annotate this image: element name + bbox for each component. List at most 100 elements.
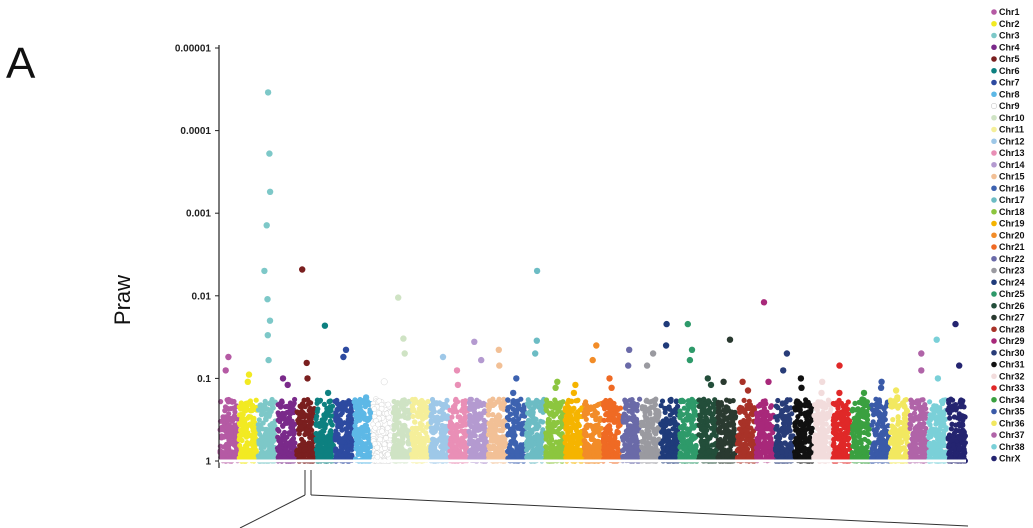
data-point <box>413 425 419 431</box>
data-point <box>290 425 296 431</box>
data-point <box>582 433 588 439</box>
data-point <box>743 442 749 448</box>
data-point <box>384 425 391 432</box>
data-point <box>700 441 706 447</box>
data-point <box>629 454 635 460</box>
data-point <box>473 450 479 456</box>
data-point <box>439 353 447 361</box>
data-point <box>651 436 657 442</box>
data-point <box>400 404 406 410</box>
data-point <box>462 451 468 457</box>
data-point <box>284 403 290 409</box>
data-point <box>400 413 407 419</box>
data-point <box>247 398 253 404</box>
data-point <box>453 426 459 432</box>
data-point <box>222 367 229 374</box>
data-point <box>494 439 500 445</box>
data-point <box>364 417 370 424</box>
y-tick-label: 1 <box>205 457 211 468</box>
data-point <box>287 407 293 413</box>
data-point <box>496 412 502 418</box>
data-point <box>367 408 373 415</box>
data-point <box>472 413 478 419</box>
data-point <box>266 188 274 195</box>
data-point <box>677 435 684 441</box>
data-point <box>417 420 423 427</box>
data-point <box>407 447 413 453</box>
data-point <box>727 422 733 428</box>
data-point <box>589 356 596 364</box>
data-point <box>466 400 473 406</box>
data-point <box>665 453 672 459</box>
data-point <box>222 451 228 457</box>
data-point <box>323 422 329 428</box>
data-point <box>626 346 633 353</box>
data-point <box>428 418 434 424</box>
data-point <box>620 417 626 423</box>
data-point <box>554 428 560 434</box>
data-point <box>546 410 553 416</box>
data-point <box>334 400 340 407</box>
data-point <box>581 409 587 416</box>
data-point <box>533 267 541 275</box>
data-point <box>531 453 537 459</box>
data-point <box>324 435 330 441</box>
data-point <box>270 405 276 411</box>
data-point <box>300 402 306 408</box>
data-point <box>333 431 339 437</box>
data-point <box>409 404 415 410</box>
data-point <box>318 447 324 454</box>
data-point <box>353 419 359 425</box>
data-point <box>392 433 398 439</box>
data-point <box>339 439 345 445</box>
data-point <box>266 400 272 407</box>
data-point <box>287 431 293 437</box>
data-point <box>403 449 409 455</box>
data-point <box>704 375 711 382</box>
data-point <box>740 407 746 413</box>
data-point <box>338 420 344 426</box>
data-point <box>567 405 573 411</box>
data-point <box>288 445 294 451</box>
data-point <box>730 398 736 404</box>
data-point <box>509 429 515 435</box>
data-point <box>644 440 650 446</box>
data-point <box>362 394 370 401</box>
data-point <box>703 415 709 421</box>
data-point <box>283 447 289 453</box>
data-point <box>468 424 474 430</box>
data-point <box>709 432 715 438</box>
data-point <box>583 399 589 405</box>
data-point <box>412 419 418 425</box>
data-point <box>226 411 232 417</box>
data-point <box>381 441 388 448</box>
data-point <box>410 413 416 420</box>
data-point <box>552 397 558 403</box>
data-point <box>328 420 334 426</box>
data-point <box>376 410 382 416</box>
data-point <box>533 337 540 344</box>
data-point <box>481 450 487 457</box>
data-point <box>249 407 255 414</box>
data-point <box>423 430 429 436</box>
data-point <box>646 435 652 441</box>
data-point <box>546 427 552 433</box>
data-point <box>639 406 645 412</box>
data-point <box>471 338 478 345</box>
data-point <box>371 406 378 412</box>
data-point <box>399 433 405 439</box>
data-point <box>415 412 421 418</box>
data-point <box>706 448 712 454</box>
panel-label: A <box>6 39 36 88</box>
data-point <box>393 451 399 457</box>
data-point <box>515 425 522 431</box>
data-point <box>239 437 245 444</box>
data-point <box>476 399 482 405</box>
data-point <box>677 455 683 461</box>
data-point <box>439 422 445 429</box>
data-point <box>449 414 455 420</box>
data-point <box>256 427 262 433</box>
data-point <box>486 412 492 418</box>
data-point <box>673 398 679 404</box>
data-point <box>746 437 753 443</box>
